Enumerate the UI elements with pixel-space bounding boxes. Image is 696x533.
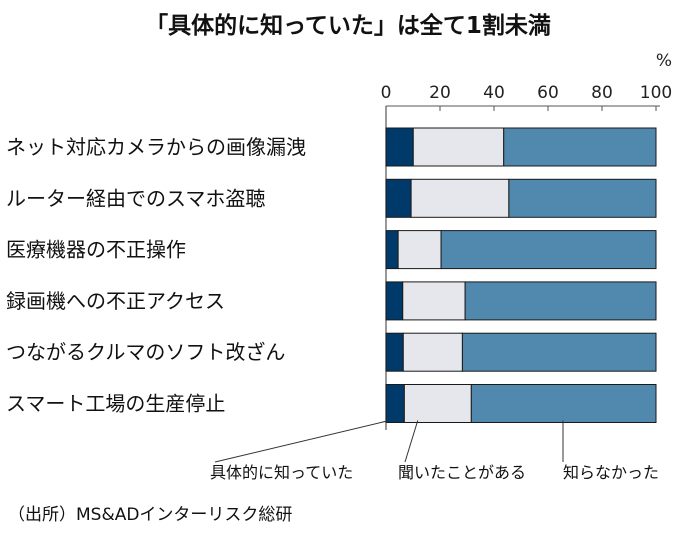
bar-segment (508, 178, 657, 218)
legend-leader-line (214, 420, 390, 463)
bar-segment (385, 332, 404, 372)
category-label: ネット対応カメラからの画像漏洩 (6, 135, 306, 159)
bar-segment (385, 127, 414, 167)
bar-segment (464, 281, 657, 321)
source-note: （出所）MS&ADインターリスク総研 (8, 505, 293, 525)
bar-segment (503, 127, 657, 167)
unit-label: % (656, 51, 672, 71)
x-tick-label: 20 (429, 83, 451, 103)
x-tick-label: 40 (483, 83, 505, 103)
legend-label: 聞いたことがある (398, 463, 526, 482)
chart-title: 「具体的に知っていた」は全て1割未満 (145, 13, 551, 39)
bar-segment (461, 332, 657, 372)
legend-label: 知らなかった (563, 463, 659, 482)
x-tick-label: 60 (537, 83, 559, 103)
bar-segment (385, 281, 404, 321)
legend-label: 具体的に知っていた (210, 463, 353, 482)
category-label: つながるクルマのソフト改ざん (6, 340, 285, 364)
bar-segment (410, 178, 510, 218)
bar-segment (385, 178, 412, 218)
legend-leader-line (404, 420, 419, 463)
bar-segment (397, 230, 442, 270)
x-tick-label: 100 (640, 83, 672, 103)
category-label: 医療機器の不正操作 (6, 238, 186, 262)
x-tick-label: 80 (591, 83, 613, 103)
bar-segment (412, 127, 505, 167)
category-label: スマート工場の生産停止 (6, 392, 225, 416)
bar-segment (440, 230, 657, 270)
bar-segment (403, 384, 472, 423)
x-tick-label: 0 (381, 83, 392, 103)
category-label: 録画機への不正アクセス (6, 289, 225, 313)
bar-segment (385, 384, 405, 423)
bar-segment (402, 332, 463, 372)
bar-segment (402, 281, 466, 321)
bar-segment (385, 230, 399, 270)
bar-segment (470, 384, 657, 423)
category-label: ルーター経由でのスマホ盗聴 (6, 186, 265, 210)
